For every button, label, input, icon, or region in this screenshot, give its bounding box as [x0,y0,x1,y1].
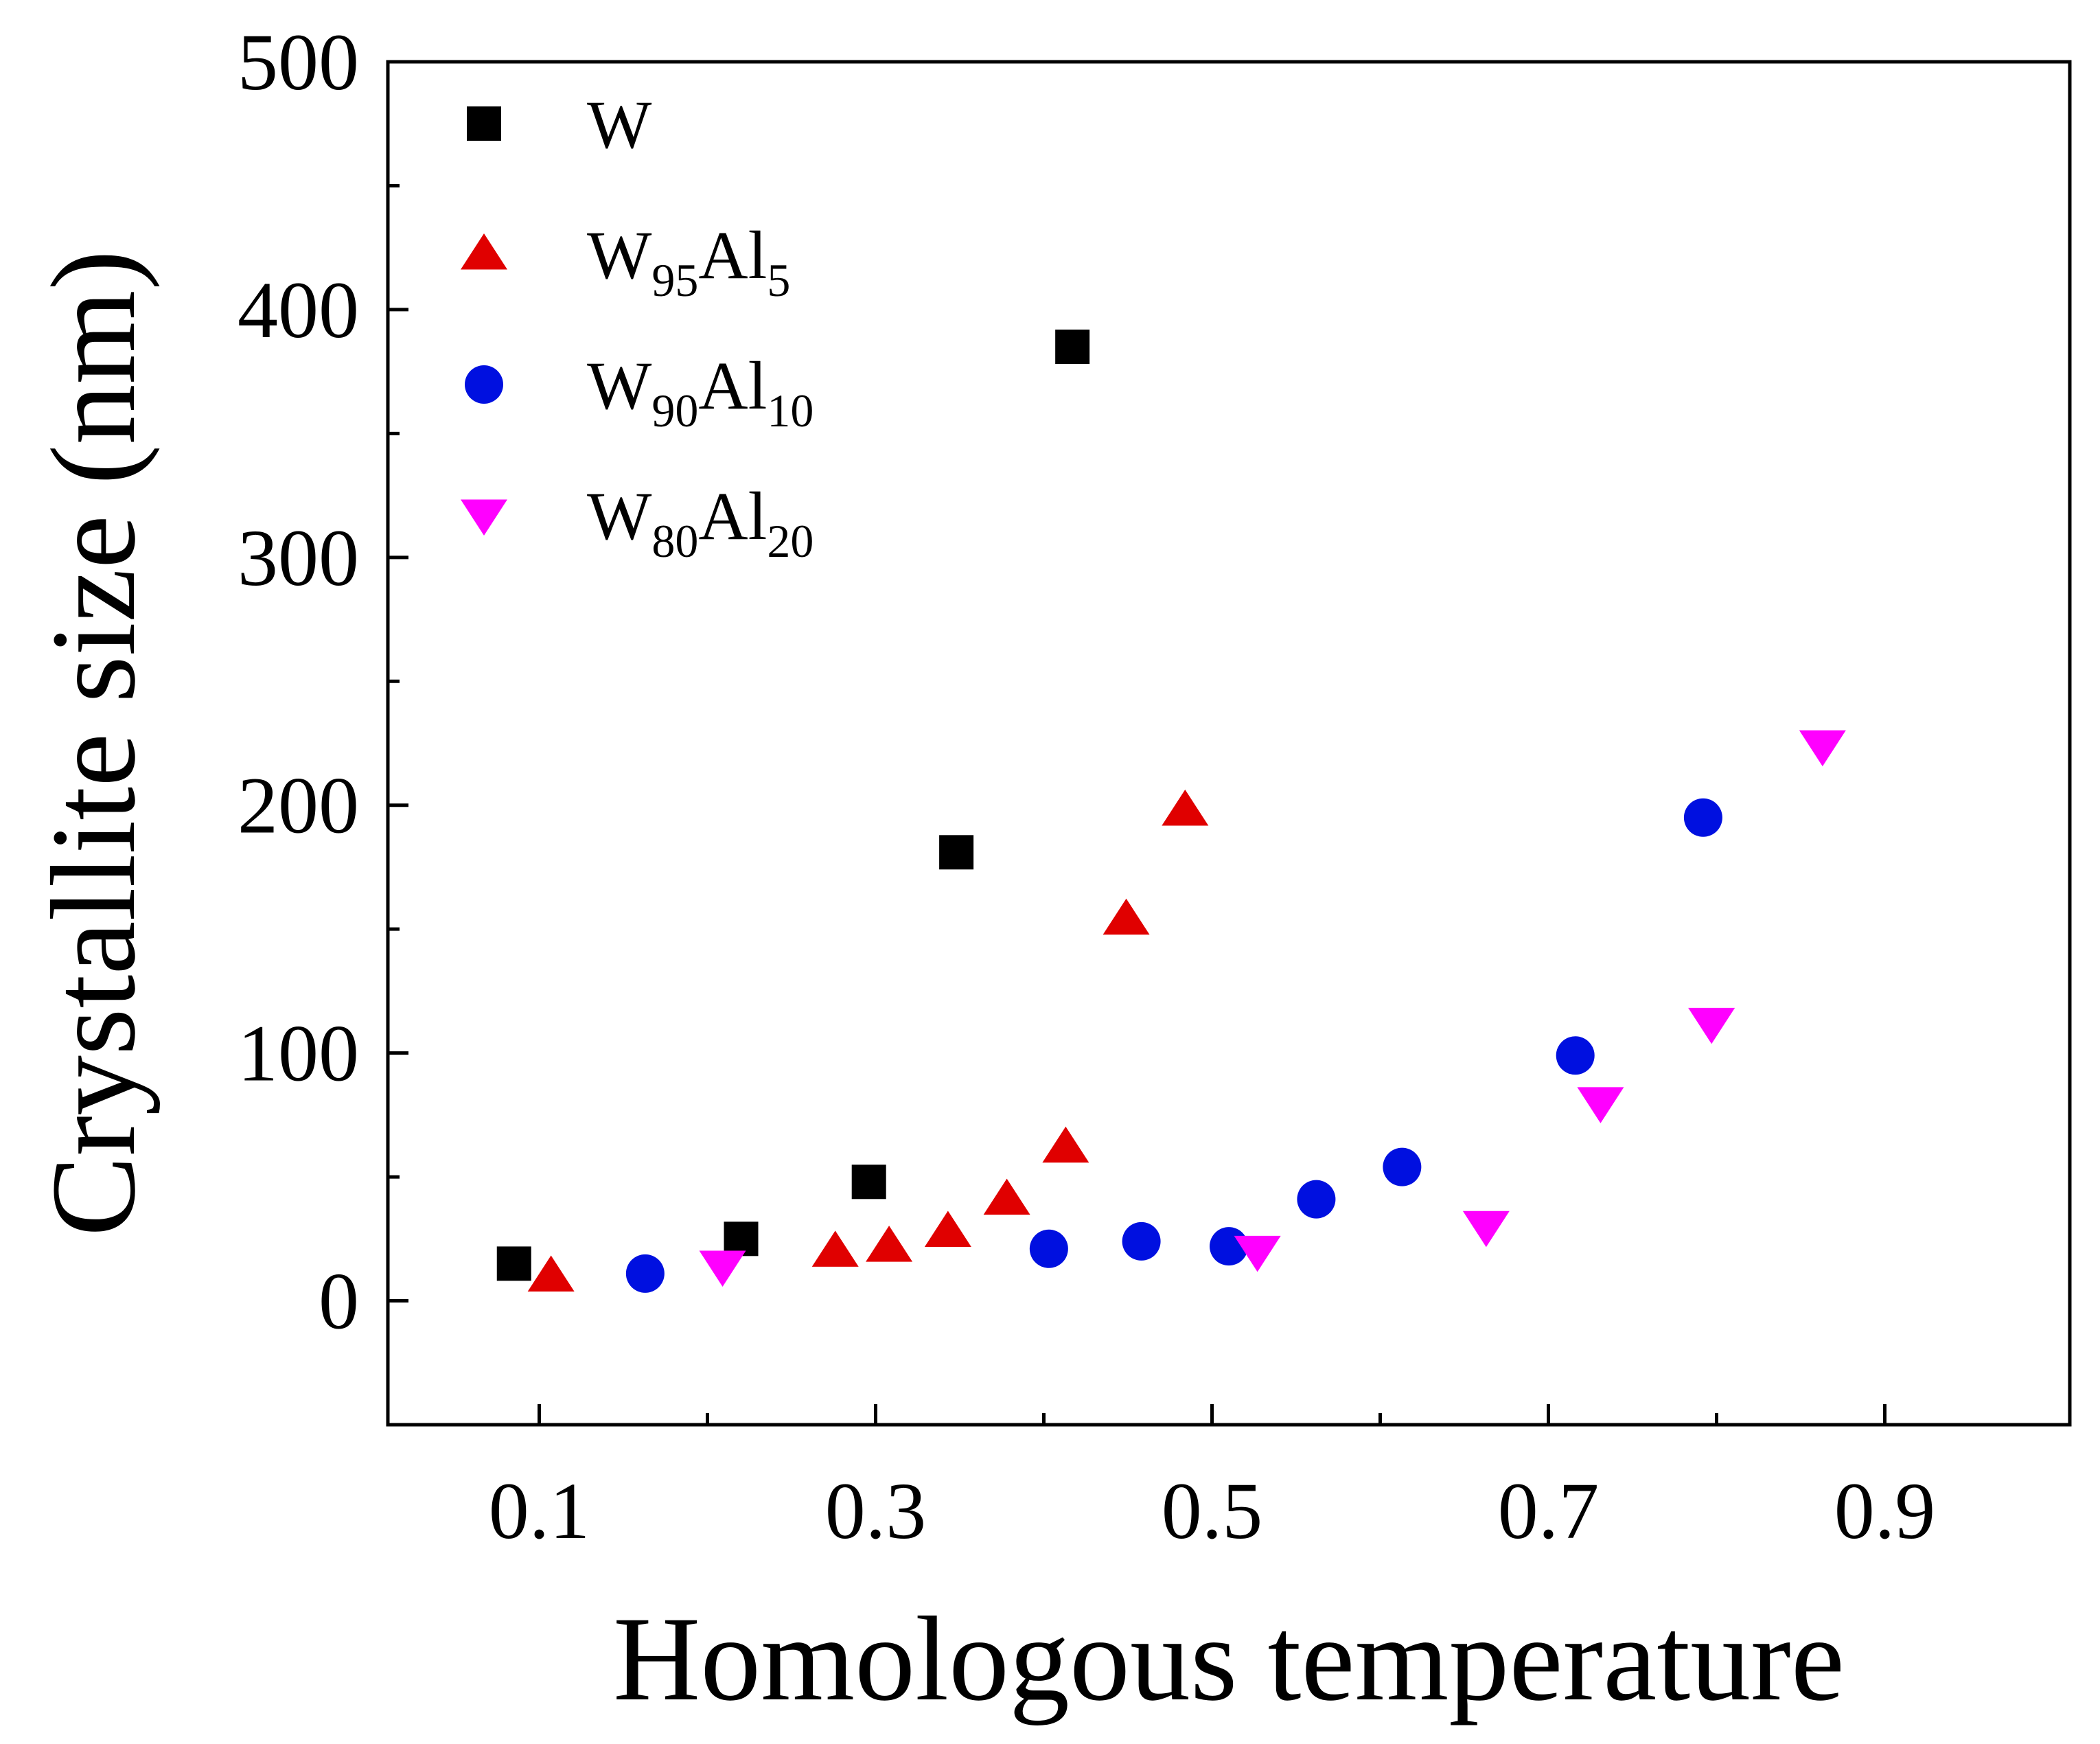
y-tick-label: 500 [238,17,359,107]
point-w95al5 [924,1211,971,1247]
x-tick-label: 0.1 [489,1466,590,1556]
point-w95al5 [1042,1126,1089,1163]
legend-label-w90al10: W90Al10 [587,347,814,437]
x-tick-label: 0.7 [1498,1466,1600,1556]
legend-label-w: W [587,87,652,163]
data-markers [496,330,1846,1293]
point-w95al5 [983,1178,1030,1215]
y-tick-label: 400 [238,265,359,355]
y-tick-label: 100 [238,1009,359,1099]
point-w90al10 [1683,798,1722,837]
y-tick-label: 0 [319,1257,359,1346]
point-w95al5 [866,1226,913,1262]
plot-frame [386,60,2072,1427]
point-w80al20 [1462,1211,1510,1248]
legend-marker-w [467,106,501,141]
y-tick-label: 300 [238,513,359,603]
legend-marker-w80al20 [461,499,507,536]
point-w [1055,330,1090,365]
point-w [939,835,974,870]
legend: W W95Al5 W90Al10 W80Al20 [461,87,814,567]
point-w80al20 [1577,1087,1624,1123]
x-tick-label: 0.5 [1162,1466,1263,1556]
point-w80al20 [1688,1007,1735,1044]
point-w [496,1246,531,1281]
point-w95al5 [811,1230,859,1267]
legend-marker-w90al10 [465,365,503,404]
point-w95al5 [527,1255,575,1292]
point-w90al10 [1122,1221,1161,1261]
x-tick-label: 0.3 [825,1466,927,1556]
point-w80al20 [1799,730,1846,767]
y-tick-label: 200 [238,761,359,851]
point-w95al5 [1162,789,1209,826]
point-w95al5 [1103,898,1150,935]
x-axis-ticks: 0.1 0.3 0.5 0.7 0.9 [489,1404,1936,1556]
point-w90al10 [1297,1180,1336,1219]
legend-label-w80al20: W80Al20 [587,478,814,567]
point-w [724,1221,759,1257]
point-w90al10 [1383,1147,1422,1186]
point-w90al10 [625,1254,665,1293]
point-w90al10 [1556,1036,1595,1075]
point-w [851,1164,886,1200]
y-axis-ticks: 0 100 200 300 400 500 [238,17,408,1427]
legend-label-w95al5: W95Al5 [587,217,790,306]
x-axis-title: Homologous temperature [613,1592,1845,1726]
y-axis-title: Crystallite size (nm) [27,250,161,1237]
point-w80al20 [1234,1235,1281,1272]
x-tick-label: 0.9 [1834,1466,1936,1556]
point-w90al10 [1029,1229,1068,1268]
point-w80al20 [699,1250,746,1287]
legend-marker-w95al5 [461,233,507,270]
